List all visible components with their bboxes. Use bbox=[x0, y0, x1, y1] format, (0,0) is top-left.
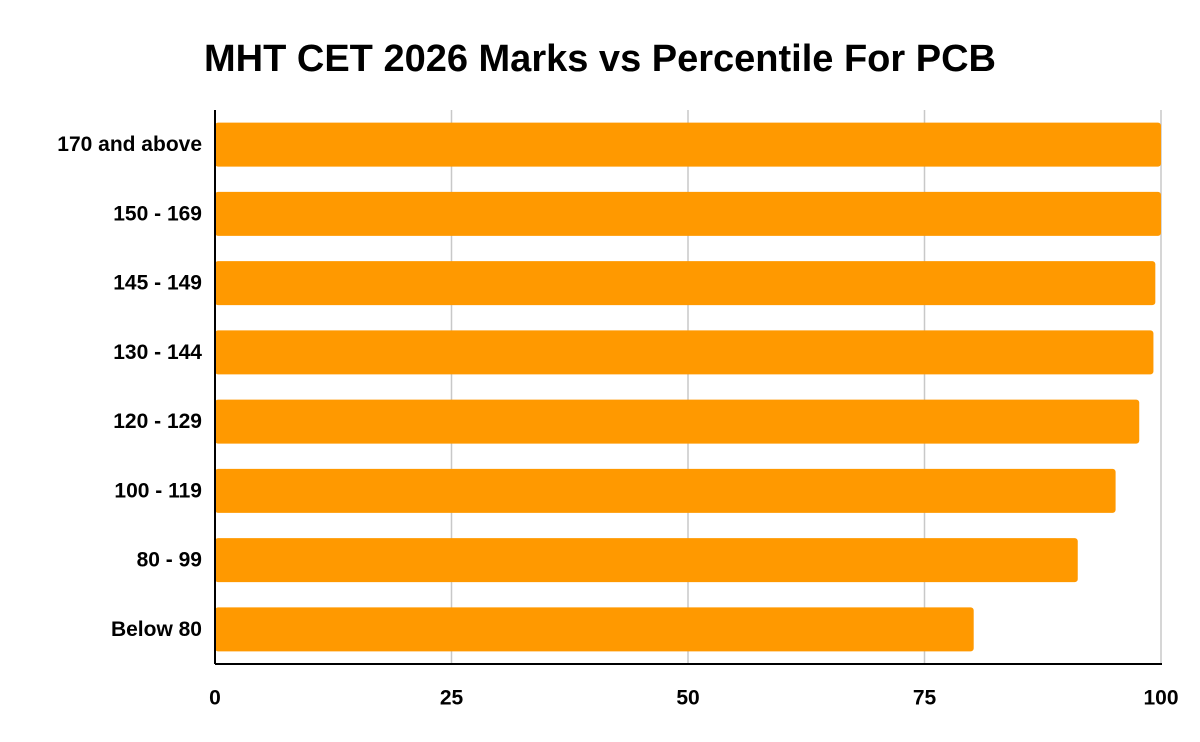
category-label: 80 - 99 bbox=[137, 549, 202, 572]
bar bbox=[215, 122, 1161, 167]
bar bbox=[215, 191, 1161, 236]
category-label: 145 - 149 bbox=[113, 272, 202, 295]
category-label: Below 80 bbox=[111, 618, 202, 641]
category-label: 170 and above bbox=[57, 133, 202, 156]
bar bbox=[215, 607, 974, 652]
bar bbox=[215, 261, 1156, 306]
category-label: 130 - 144 bbox=[113, 341, 202, 364]
category-label: 120 - 129 bbox=[113, 410, 202, 433]
category-label: 150 - 169 bbox=[113, 202, 202, 225]
x-tick-label: 0 bbox=[209, 687, 221, 710]
category-label: 100 - 119 bbox=[114, 479, 202, 502]
x-tick-label: 75 bbox=[913, 687, 937, 710]
bar bbox=[215, 468, 1116, 513]
bar bbox=[215, 538, 1078, 583]
x-tick-label: 50 bbox=[676, 687, 699, 710]
bar bbox=[215, 330, 1154, 375]
x-tick-label: 100 bbox=[1143, 687, 1178, 710]
x-tick-label: 25 bbox=[440, 687, 464, 710]
bar bbox=[215, 399, 1140, 444]
chart-title: MHT CET 2026 Marks vs Percentile For PCB bbox=[204, 38, 996, 80]
